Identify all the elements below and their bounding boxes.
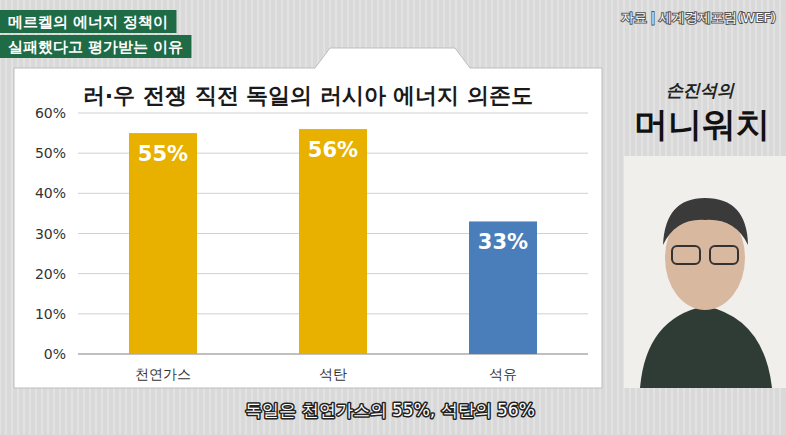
presenter-hair [663,198,748,245]
logo-small: 손진석의 [666,80,735,100]
grid-line [78,113,588,114]
y-tick-label: 20% [35,266,66,282]
presenter-glasses [710,246,738,264]
bars [129,129,537,354]
background-stripe [5,0,7,435]
bar [129,133,197,354]
y-tick-label: 0% [44,346,66,362]
header-text: 메르켈의 에너지 정책이 [8,13,168,31]
chart-card [14,48,602,388]
canvas: 메르켈의 에너지 정책이실패했다고 평가받는 이유 자료 | 세계경제포럼(WEF… [0,0,786,435]
source: 자료 | 세계경제포럼(WEF) [621,10,776,25]
data-label: 55% [138,142,188,166]
labels: 55% 천연가스 56% 석탄 33% 석유 [135,138,528,382]
caption: 독일은 천연가스의 55%, 석탄의 56% [245,400,535,420]
logo: 손진석의머니워치 [634,80,770,144]
presenter-body [640,306,772,388]
y-axis: 0% 10% 20% 30% 40% 50% 60% [35,105,588,362]
header: 메르켈의 에너지 정책이실패했다고 평가받는 이유 [0,10,191,58]
y-tick-label: 30% [35,226,66,242]
y-tick-label: 60% [35,105,66,121]
x-tick-label: 석탄 [319,366,347,382]
x-tick-label: 천연가스 [135,366,191,382]
background-stripe [617,0,619,435]
chart-title: 러·우 전쟁 직전 독일의 러시아 에너지 의존도 [83,83,533,108]
bar [299,129,367,354]
presenter [624,156,786,388]
y-tick-label: 50% [35,145,66,161]
data-label: 56% [308,138,358,162]
background-stripe [0,0,1,435]
header-box [0,35,191,58]
data-label: 33% [478,230,528,254]
header-text: 실패했다고 평가받는 이유 [8,38,183,56]
background-stripe [605,0,607,435]
x-tick-label: 석유 [489,366,517,382]
bar [469,221,537,354]
background-stripe [611,0,613,435]
y-tick-label: 10% [35,306,66,322]
presenter-glasses [672,246,700,264]
y-tick-label: 40% [35,185,66,201]
background [0,0,786,435]
header-box [0,10,176,33]
logo-large: 머니워치 [634,104,770,144]
presenter-background [624,156,786,388]
background-stripe [11,0,13,435]
